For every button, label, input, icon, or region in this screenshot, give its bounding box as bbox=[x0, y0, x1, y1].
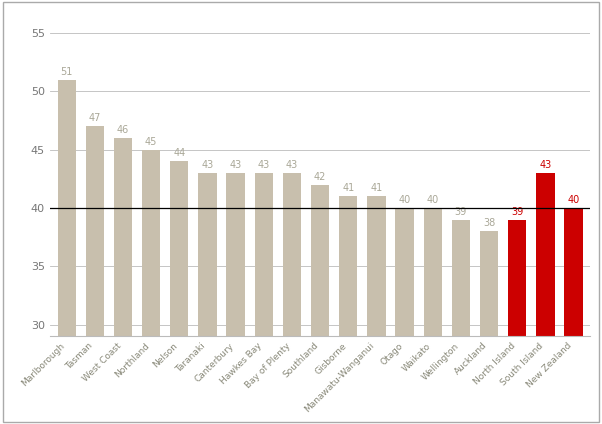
Bar bbox=[170, 161, 188, 424]
Bar bbox=[58, 80, 76, 424]
Text: 38: 38 bbox=[483, 218, 495, 229]
Bar bbox=[339, 196, 358, 424]
Bar bbox=[480, 231, 498, 424]
Bar bbox=[424, 208, 442, 424]
Text: 51: 51 bbox=[60, 67, 73, 77]
Bar bbox=[367, 196, 385, 424]
Bar bbox=[536, 173, 554, 424]
Text: 43: 43 bbox=[286, 160, 298, 170]
Bar bbox=[452, 220, 470, 424]
Bar bbox=[283, 173, 301, 424]
Text: 40: 40 bbox=[399, 195, 411, 205]
Text: 41: 41 bbox=[342, 183, 355, 193]
Text: 40: 40 bbox=[568, 195, 580, 205]
Bar bbox=[198, 173, 217, 424]
Bar bbox=[565, 208, 583, 424]
Text: 43: 43 bbox=[201, 160, 214, 170]
Text: 47: 47 bbox=[88, 114, 101, 123]
Bar bbox=[226, 173, 245, 424]
Text: 43: 43 bbox=[229, 160, 242, 170]
Text: 39: 39 bbox=[455, 206, 467, 217]
Text: 39: 39 bbox=[511, 206, 523, 217]
Bar bbox=[255, 173, 273, 424]
Bar bbox=[311, 184, 329, 424]
Text: 44: 44 bbox=[173, 148, 185, 159]
Text: 40: 40 bbox=[427, 195, 439, 205]
Text: 43: 43 bbox=[258, 160, 270, 170]
Bar bbox=[142, 150, 160, 424]
Bar bbox=[85, 126, 104, 424]
Bar bbox=[508, 220, 526, 424]
Text: 41: 41 bbox=[370, 183, 382, 193]
Text: 43: 43 bbox=[539, 160, 551, 170]
Text: 45: 45 bbox=[145, 137, 157, 147]
Text: 42: 42 bbox=[314, 172, 326, 182]
Bar bbox=[114, 138, 132, 424]
Bar bbox=[396, 208, 414, 424]
Text: 46: 46 bbox=[117, 125, 129, 135]
